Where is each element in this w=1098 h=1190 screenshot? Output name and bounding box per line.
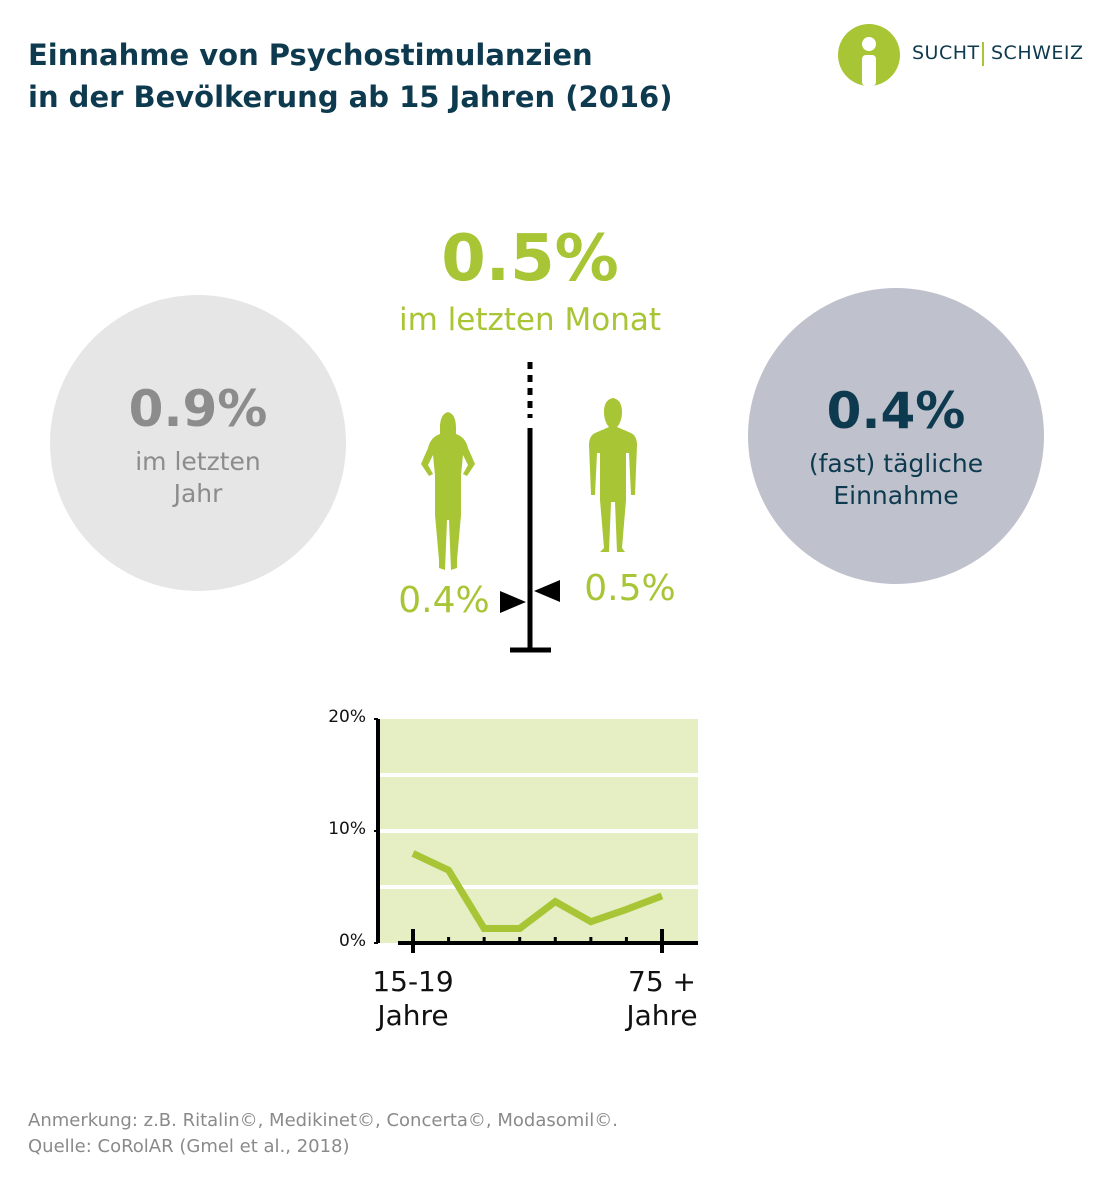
y-tick-label: 0% [339, 931, 366, 951]
x-tick-label: 75 + Jahre [626, 965, 698, 1032]
daily-circle [748, 288, 1044, 584]
logo-text: SUCHT [912, 42, 980, 64]
data-line [411, 850, 664, 932]
women-value: 0.4% [398, 580, 490, 621]
logo-divider [982, 42, 984, 66]
men-value: 0.5% [584, 568, 676, 609]
logo-icon [838, 24, 900, 86]
x-tick-label: 15-19 Jahre [372, 965, 454, 1032]
month-value: 0.5% [441, 222, 619, 296]
logo-text: SCHWEIZ [991, 42, 1084, 64]
title: Einnahme von Psychostimulanzien in der B… [28, 34, 673, 118]
title-line: Einnahme von Psychostimulanzien [28, 38, 593, 72]
year-circle [50, 295, 346, 591]
year-label: im letzten Jahr [135, 447, 261, 508]
y-tick-label: 20% [328, 707, 366, 727]
women-marker [500, 591, 526, 613]
y-tick-label: 10% [328, 819, 366, 839]
month-label: im letzten Monat [398, 302, 662, 338]
daily-value: 0.4% [826, 382, 966, 440]
man-figure [589, 398, 637, 552]
woman-figure [421, 412, 475, 570]
year-value: 0.9% [128, 380, 268, 438]
source: Quelle: CoRolAR (Gmel et al., 2018) [28, 1136, 350, 1157]
note: Anmerkung: z.B. Ritalin©, Medikinet©, Co… [28, 1110, 619, 1131]
men-marker [534, 580, 560, 602]
title-line: in der Bevölkerung ab 15 Jahren (2016) [28, 80, 673, 114]
daily-label: (fast) tägliche Einnahme [808, 449, 984, 510]
